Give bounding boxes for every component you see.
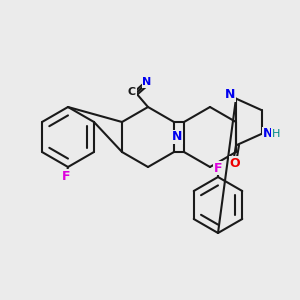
Text: N: N: [225, 88, 235, 101]
Text: N: N: [172, 130, 182, 143]
Text: O: O: [230, 157, 240, 170]
Text: N: N: [263, 127, 273, 140]
Text: F: F: [62, 169, 70, 182]
Text: C: C: [128, 87, 136, 97]
Text: N: N: [142, 77, 152, 87]
Text: H: H: [272, 129, 280, 139]
Text: F: F: [214, 161, 222, 175]
